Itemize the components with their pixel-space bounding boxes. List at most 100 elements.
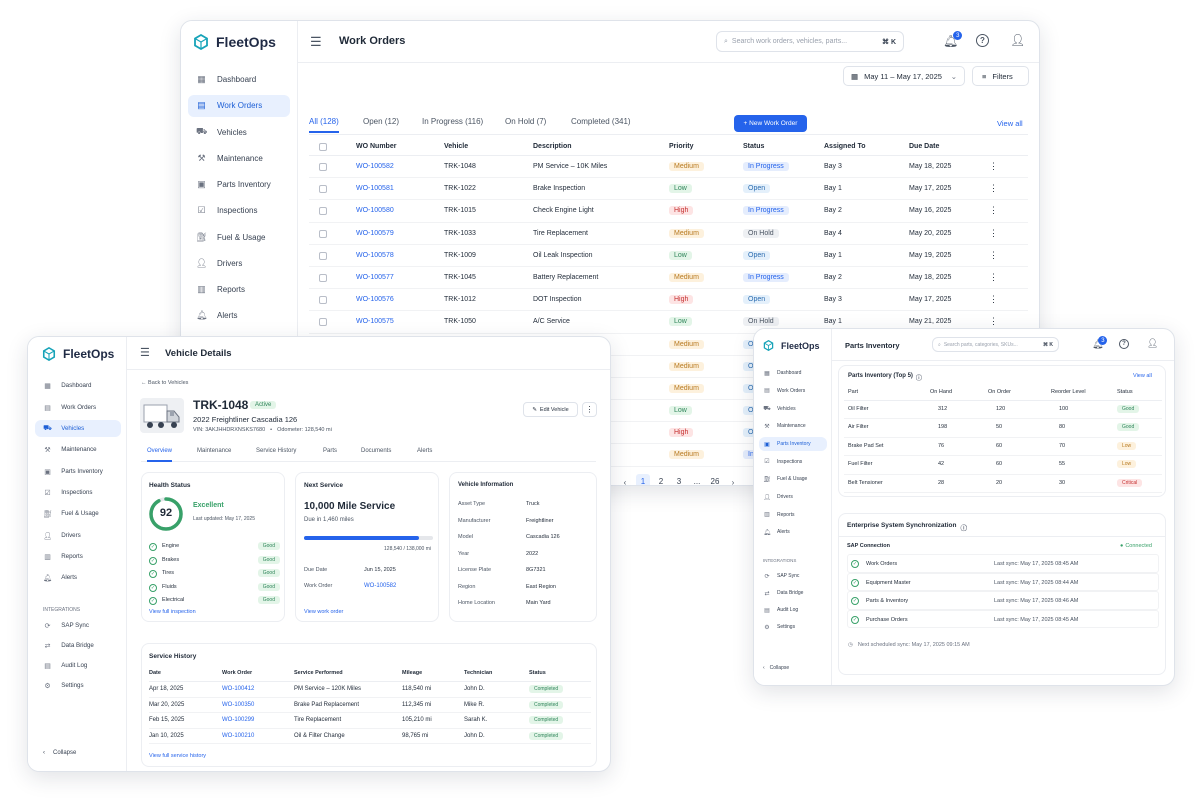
sidebar-item-vehicles[interactable]: ⛟ Vehicles	[188, 121, 290, 143]
sidebar-item-fuel-and-usage[interactable]: ⛽︎ Fuel & Usage	[759, 472, 827, 487]
sidebar-item-vehicles[interactable]: ⛟ Vehicles	[759, 401, 827, 416]
view-work-order-link[interactable]: View work order	[304, 609, 344, 615]
table-row[interactable]: Air Filter 198 50 80 Good	[844, 419, 1162, 438]
sidebar-item-parts-inventory[interactable]: ▣ Parts Inventory	[35, 462, 121, 480]
sidebar-item-dashboard[interactable]: ▦ Dashboard	[35, 377, 121, 395]
search-input[interactable]: ⌕ Search parts, categories, SKUs... ⌘ K	[932, 337, 1059, 352]
new-work-order-button[interactable]: + New Work Order	[734, 115, 807, 132]
sidebar-item-parts-inventory[interactable]: ▣ Parts Inventory	[759, 436, 827, 452]
table-row[interactable]: Mar 20, 2025 WO-100350 Brake Pad Replaceme…	[149, 698, 591, 714]
table-row[interactable]: WO-100581 TRK-1022 Brake Inspection Low Open…	[309, 178, 1028, 201]
tab-maintenance[interactable]: Maintenance	[197, 448, 232, 454]
sidebar-item-sap-sync[interactable]: ⟳ SAP Sync	[759, 569, 827, 583]
search-input[interactable]: ⌕ Search work orders, vehicles, parts...…	[716, 31, 904, 52]
wo-link[interactable]: WO-100299	[222, 717, 255, 724]
back-link[interactable]: ← Back to Vehicles	[141, 380, 189, 386]
sidebar-item-drivers[interactable]: 👤︎ Drivers	[759, 490, 827, 505]
row-checkbox[interactable]	[319, 296, 327, 305]
help-icon[interactable]: ?	[1119, 339, 1129, 349]
table-row[interactable]: Apr 18, 2025 WO-100412 PM Service – 120K M…	[149, 682, 591, 698]
menu-icon[interactable]: ☰	[140, 347, 150, 359]
view-service-history-link[interactable]: View full service history	[149, 753, 207, 759]
view-all-link[interactable]: View all	[997, 119, 1023, 128]
row-menu-icon[interactable]: ⋮	[989, 183, 998, 194]
row-menu-icon[interactable]: ⋮	[989, 205, 998, 216]
tab-parts[interactable]: Parts	[323, 448, 338, 454]
chevron-left-icon[interactable]: ‹	[623, 477, 627, 486]
table-row[interactable]: Belt Tensioner 28 20 30 Critical	[844, 475, 1162, 493]
row-menu-icon[interactable]: ⋮	[989, 271, 998, 282]
sidebar-item-fuel-and-usage[interactable]: ⛽︎ Fuel & Usage	[188, 226, 290, 248]
sidebar-item-alerts[interactable]: 🔔︎ Alerts	[35, 569, 121, 587]
sidebar-item-data-bridge[interactable]: ⇄ Data Bridge	[35, 637, 121, 654]
sidebar-item-reports[interactable]: ▥ Reports	[35, 548, 121, 566]
sidebar-item-settings[interactable]: ⚙ Settings	[759, 620, 827, 634]
wo-link[interactable]: WO-100350	[222, 701, 255, 708]
wo-number-link[interactable]: WO-100578	[356, 251, 394, 259]
wo-number-link[interactable]: WO-100580	[356, 207, 394, 215]
tab-on-hold[interactable]: On Hold (7)	[505, 117, 547, 126]
tab-alerts[interactable]: Alerts	[417, 448, 433, 454]
sidebar-item-work-orders[interactable]: ▤ Work Orders	[759, 384, 827, 399]
sidebar-item-audit-log[interactable]: ▤ Audit Log	[759, 603, 827, 617]
sidebar-item-reports[interactable]: ▥ Reports	[759, 508, 827, 523]
row-menu-icon[interactable]: ⋮	[989, 227, 998, 238]
wo-number-link[interactable]: WO-100577	[356, 273, 394, 281]
select-all-checkbox[interactable]	[319, 143, 327, 151]
sidebar-item-maintenance[interactable]: ⚒ Maintenance	[35, 441, 121, 459]
row-checkbox[interactable]	[319, 207, 327, 216]
date-range-picker[interactable]: ▦ May 11 – May 17, 2025 ⌄	[843, 66, 965, 86]
sidebar-item-reports[interactable]: ▥ Reports	[188, 279, 290, 301]
wo-number-link[interactable]: WO-100575	[356, 318, 394, 326]
row-checkbox[interactable]	[319, 273, 327, 282]
table-row[interactable]: WO-100580 TRK-1015 Check Engine Light High I…	[309, 200, 1028, 223]
page-button[interactable]: 26	[710, 477, 720, 486]
wo-number-link[interactable]: WO-100576	[356, 296, 394, 304]
sidebar-item-inspections[interactable]: ☑ Inspections	[35, 484, 121, 502]
row-menu-icon[interactable]: ⋮	[989, 316, 998, 327]
sidebar-item-dashboard[interactable]: ▦ Dashboard	[188, 69, 290, 91]
wo-number-link[interactable]: WO-100582	[356, 163, 394, 170]
sidebar-item-dashboard[interactable]: ▦ Dashboard	[759, 366, 827, 381]
sidebar-item-alerts[interactable]: 🔔︎ Alerts	[759, 525, 827, 540]
row-checkbox[interactable]	[319, 318, 327, 327]
row-checkbox[interactable]	[319, 229, 327, 238]
sidebar-item-inspections[interactable]: ☑ Inspections	[759, 454, 827, 469]
sidebar-item-parts-inventory[interactable]: ▣ Parts Inventory	[188, 174, 290, 196]
sidebar-item-inspections[interactable]: ☑ Inspections	[188, 200, 290, 222]
tab-documents[interactable]: Documents	[361, 448, 392, 454]
sidebar-item-data-bridge[interactable]: ⇄ Data Bridge	[759, 586, 827, 600]
view-full-inspection-link[interactable]: View full inspection	[149, 609, 196, 615]
bell-icon[interactable]: 🔔︎ 3	[1092, 336, 1108, 350]
row-menu-icon[interactable]: ⋮	[989, 161, 998, 171]
bell-icon[interactable]: 🔔︎ 3	[943, 31, 963, 48]
table-row[interactable]: Jan 10, 2025 WO-100210 Oil & Filter Change…	[149, 729, 591, 745]
sidebar-item-maintenance[interactable]: ⚒ Maintenance	[188, 148, 290, 170]
page-button[interactable]: 2	[658, 477, 664, 486]
table-row[interactable]: WO-100576 TRK-1012 DOT Inspection High Open B…	[309, 289, 1028, 312]
sidebar-item-work-orders[interactable]: ▤ Work Orders	[35, 398, 121, 416]
row-menu-icon[interactable]: ⋮	[989, 294, 998, 305]
sidebar-item-sap-sync[interactable]: ⟳ SAP Sync	[35, 617, 121, 634]
user-icon[interactable]: 👤︎	[1010, 33, 1026, 47]
view-all-link[interactable]: View all	[1133, 373, 1152, 379]
row-checkbox[interactable]	[319, 163, 327, 171]
tab-overview[interactable]: Overview	[147, 448, 173, 462]
service-wo-link[interactable]: WO-100582	[364, 583, 397, 589]
table-row[interactable]: WO-100578 TRK-1009 Oil Leak Inspection Low O…	[309, 245, 1028, 267]
row-checkbox[interactable]	[319, 185, 327, 194]
help-icon[interactable]: ?	[976, 34, 989, 47]
wo-link[interactable]: WO-100412	[222, 686, 255, 692]
table-row[interactable]: WO-100579 TRK-1033 Tire Replacement Medium O…	[309, 223, 1028, 245]
row-menu-icon[interactable]: ⋮	[989, 249, 998, 260]
table-row[interactable]: WO-100575 TRK-1050 A/C Service Low On Hold Ba…	[309, 311, 1028, 334]
table-row[interactable]: Oil Filter 312 120 100 Good	[844, 401, 1162, 420]
sidebar-item-maintenance[interactable]: ⚒ Maintenance	[759, 419, 827, 434]
tab-all[interactable]: All (128)	[309, 115, 339, 133]
tab-in-progress[interactable]: In Progress (116)	[422, 117, 484, 126]
collapse-button[interactable]: ‹ Collapse	[43, 750, 77, 756]
table-row[interactable]: WO-100577 TRK-1045 Battery Replacement Medi…	[309, 267, 1028, 290]
menu-icon[interactable]: ☰	[310, 34, 322, 49]
chevron-right-icon[interactable]: ›	[731, 477, 735, 486]
sidebar-item-drivers[interactable]: 👤︎ Drivers	[188, 253, 290, 275]
